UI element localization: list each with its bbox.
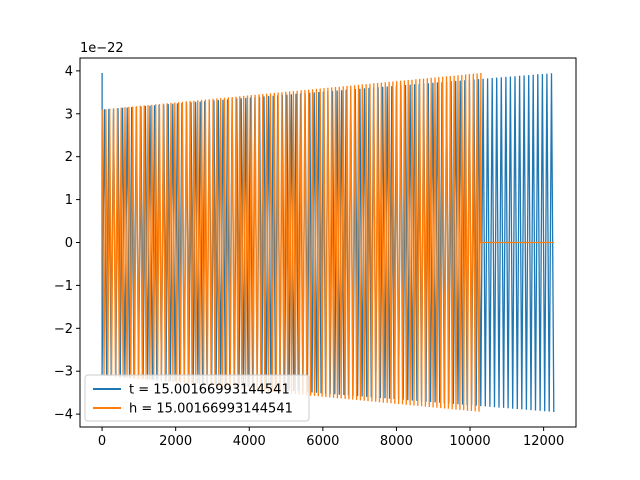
x-tick-label: 0 [98, 434, 106, 449]
legend-box [84, 374, 310, 422]
y-tick-label: −3 [54, 365, 73, 380]
x-tick-label: 2000 [159, 434, 192, 449]
y-offset-label: 1e−22 [80, 41, 124, 56]
legend-label: h = 15.00166993144541 [129, 402, 293, 417]
plot-area [101, 72, 555, 413]
x-tick-label: 8000 [380, 434, 413, 449]
y-tick-label: −4 [54, 408, 73, 423]
y-tick-label: 0 [65, 236, 73, 251]
x-tick-label: 10000 [449, 434, 490, 449]
legend-label: t = 15.00166993144541 [129, 383, 290, 398]
y-tick-label: 3 [65, 107, 73, 122]
y-tick-label: −1 [54, 279, 73, 294]
legend: t = 15.00166993144541 h = 15.001669931445… [84, 374, 310, 422]
y-tick-label: 4 [65, 64, 73, 79]
x-tick-label: 4000 [233, 434, 266, 449]
x-tick-label: 6000 [306, 434, 339, 449]
y-axis: −4 −3 −2 −1 0 1 2 3 4 [54, 64, 80, 423]
x-axis: 0 2000 4000 6000 8000 10000 12000 [98, 427, 564, 449]
y-tick-label: 1 [65, 193, 73, 208]
y-tick-label: −2 [54, 322, 73, 337]
x-tick-label: 12000 [523, 434, 564, 449]
y-tick-label: 2 [65, 150, 73, 165]
series-line-h [101, 72, 554, 412]
